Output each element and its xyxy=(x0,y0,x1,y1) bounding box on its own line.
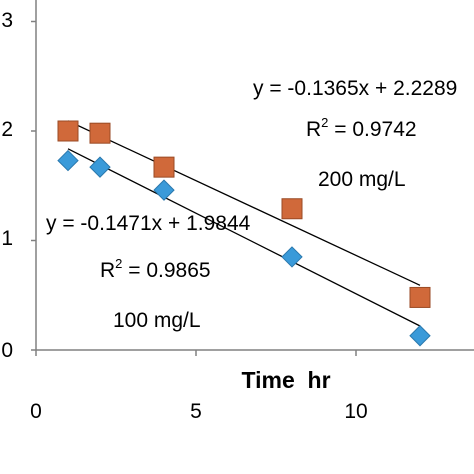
x-tick-label: 5 xyxy=(190,400,202,423)
diamond-point xyxy=(89,156,111,178)
square-point xyxy=(57,120,79,142)
markers xyxy=(57,120,431,347)
r-squared-200-exponent: 2 xyxy=(321,115,328,130)
y-tick-label: 0 xyxy=(1,339,13,362)
diamond-point xyxy=(153,179,175,201)
axes xyxy=(35,0,474,351)
square-point xyxy=(409,286,431,308)
x-tick-marks xyxy=(35,350,357,356)
trendline-1 xyxy=(67,148,421,327)
y-tick-label: 3 xyxy=(1,9,13,32)
equation-200: y = -0.1365x + 2.2289 xyxy=(253,77,457,100)
concentration-100: 100 mg/L xyxy=(113,309,201,332)
r-squared-100: R2 = 0.9865 xyxy=(100,256,211,282)
x-tick-labels: 0 5 10 xyxy=(30,400,368,423)
r-squared-200: R2 = 0.9742 xyxy=(306,115,417,141)
r-squared-200-value: = 0.9742 xyxy=(328,118,416,141)
trendline-0 xyxy=(67,120,421,286)
square-point xyxy=(89,122,111,144)
r-squared-100-prefix: R xyxy=(100,259,115,282)
diamond-point xyxy=(57,149,79,172)
square-point xyxy=(153,156,175,178)
y-tick-label: 1 xyxy=(1,227,13,250)
annotation-200mg: y = -0.1365x + 2.2289 R2 = 0.9742 200 mg… xyxy=(253,77,457,191)
diamond-point xyxy=(409,325,431,347)
r-squared-200-prefix: R xyxy=(306,118,321,141)
equation-100: y = -0.1471x + 1.9844 xyxy=(46,212,251,235)
r-squared-100-value: = 0.9865 xyxy=(122,259,210,282)
square-point xyxy=(281,198,303,220)
annotation-100mg: y = -0.1471x + 1.9844 R2 = 0.9865 100 mg… xyxy=(46,212,251,332)
r-squared-100-exponent: 2 xyxy=(115,256,122,271)
y-tick-labels: 0 1 2 3 xyxy=(1,9,13,362)
trendlines xyxy=(67,120,421,327)
y-tick-marks xyxy=(31,20,36,351)
y-tick-label: 2 xyxy=(1,118,13,141)
x-tick-label: 0 xyxy=(30,400,42,423)
diamond-point xyxy=(281,246,303,268)
concentration-200: 200 mg/L xyxy=(318,168,406,191)
x-tick-label: 10 xyxy=(344,400,367,423)
x-axis-label: Time hr xyxy=(241,367,330,393)
